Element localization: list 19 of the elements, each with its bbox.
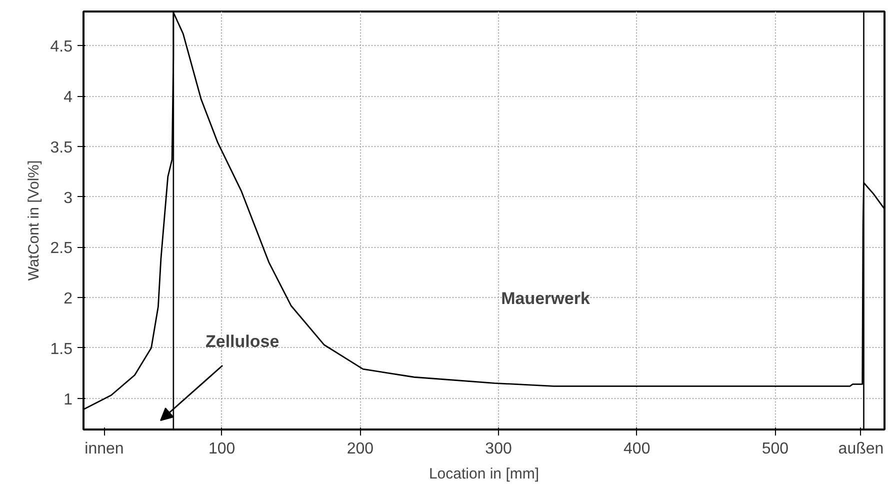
annotation: Zellulose xyxy=(206,332,280,351)
y-axis-title: WatCont in [Vol%] xyxy=(25,160,42,281)
y-tick-label: 2 xyxy=(64,290,73,308)
x-tick-label: außen xyxy=(838,440,884,458)
x-tick-label: 500 xyxy=(762,440,789,458)
y-tick-label: 3.5 xyxy=(50,139,73,156)
y-tick-label: 1.5 xyxy=(50,340,73,358)
y-tick-label: 4 xyxy=(64,89,73,106)
x-axis-title: Location in [mm] xyxy=(428,466,540,482)
annotation: Mauerwerk xyxy=(501,289,590,308)
y-tick-label: 1 xyxy=(64,391,73,408)
x-tick-label: 100 xyxy=(208,440,236,458)
y-tick-label: 4.5 xyxy=(50,38,73,56)
y-tick-label: 2.5 xyxy=(50,240,73,258)
x-tick-label: 200 xyxy=(346,440,374,458)
x-tick-label: 400 xyxy=(624,440,650,458)
x-tick-label: 300 xyxy=(485,440,512,458)
y-tick-label: 3 xyxy=(64,190,73,207)
x-tick-label: innen xyxy=(84,440,124,458)
